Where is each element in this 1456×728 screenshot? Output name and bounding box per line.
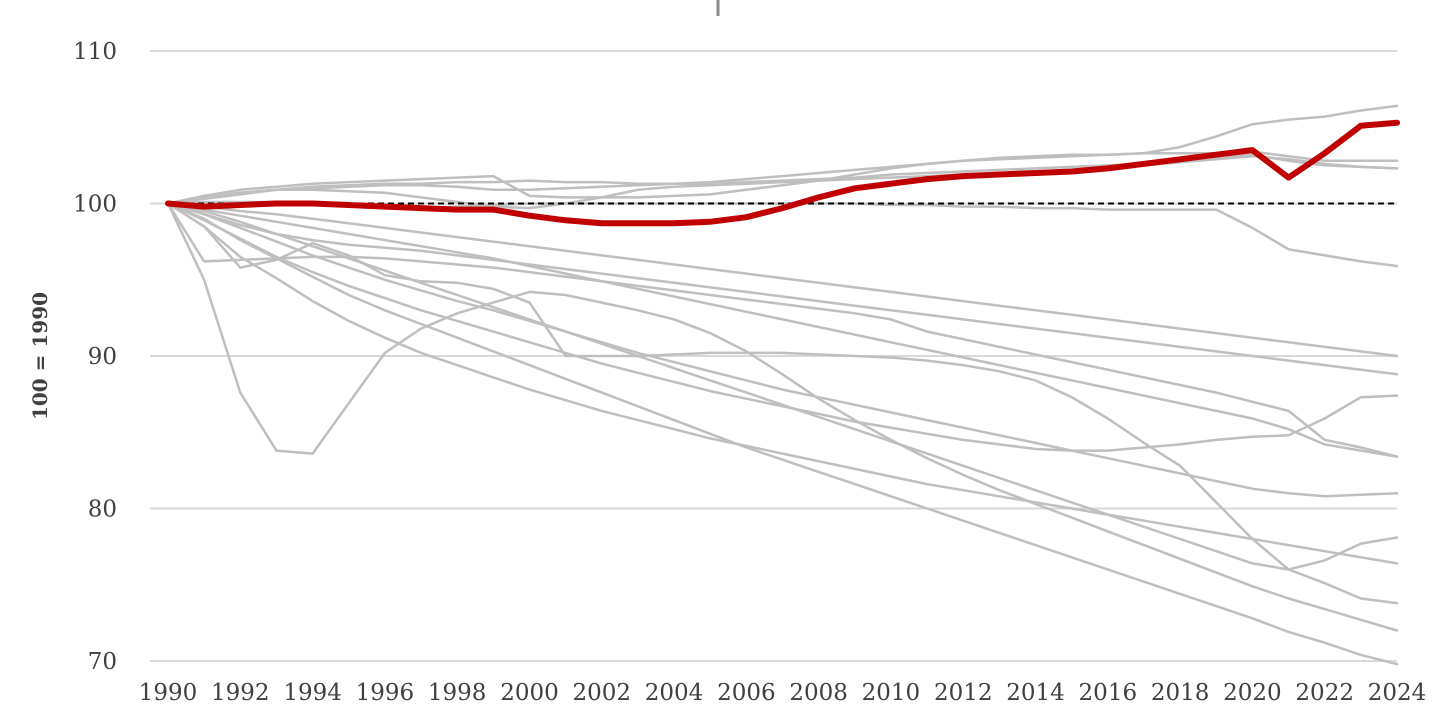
y-tick-label-100: 100 [73,192,117,218]
series-line-15 [166,202,1399,452]
x-tick-label-2018: 2018 [1151,680,1210,706]
y-axis-title: 100 = 1990 [28,292,52,420]
x-tick-label-2002: 2002 [572,680,631,706]
series-line-12 [166,202,1399,632]
x-tick-label-2008: 2008 [789,680,848,706]
x-tick-label-2024: 2024 [1368,680,1427,706]
background-series-lines [166,104,1399,666]
series-line-6 [166,202,1399,376]
highlighted-series-group [165,119,1400,227]
y-axis-tick-labels: 70 80 90 100 110 [73,39,117,675]
series-line-9 [166,202,1399,605]
series-line-4 [166,154,1399,210]
x-tick-label-2000: 2000 [500,680,559,706]
series-line-14 [166,202,1399,498]
x-tick-label-2006: 2006 [717,680,776,706]
x-tick-label-1996: 1996 [356,680,415,706]
series-line-8 [166,202,1399,458]
y-tick-label-90: 90 [88,344,117,370]
y-tick-label-70: 70 [88,649,117,675]
x-tick-label-2012: 2012 [934,680,993,706]
series-line-3 [166,153,1399,205]
x-tick-label-2020: 2020 [1223,680,1282,706]
x-tick-label-1992: 1992 [211,680,270,706]
highlight-series-line [165,119,1400,227]
x-axis-tick-labels: 1990 1992 1994 1996 1998 2000 2002 2004 2006 2008… [139,680,1427,706]
x-tick-label-2016: 2016 [1079,680,1138,706]
x-tick-label-2010: 2010 [862,680,921,706]
series-line-16 [166,202,1399,571]
x-tick-label-1994: 1994 [283,680,342,706]
series-line-10 [166,202,1399,565]
y-tick-label-80: 80 [88,497,117,523]
series-line-11 [166,202,1399,666]
x-tick-label-2014: 2014 [1006,680,1065,706]
y-tick-label-110: 110 [73,39,117,65]
x-tick-label-1998: 1998 [428,680,487,706]
series-line-1 [166,104,1399,205]
series-line-13 [166,202,1399,458]
x-tick-label-1990: 1990 [139,680,198,706]
series-line-7 [166,202,1399,358]
x-tick-label-2022: 2022 [1295,680,1354,706]
series-line-2 [166,150,1399,205]
x-tick-label-2004: 2004 [645,680,704,706]
